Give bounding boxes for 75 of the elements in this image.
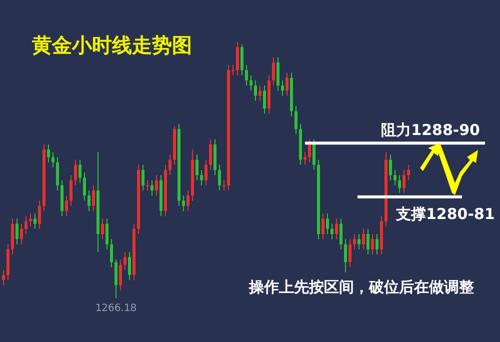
ref-line-label: 阻力1288-90 [381, 121, 480, 140]
candlestick [150, 180, 154, 196]
candlestick [20, 223, 23, 245]
candlestick [276, 56, 280, 92]
candlestick [142, 164, 144, 191]
candlestick [106, 218, 108, 250]
candlestick [407, 164, 410, 181]
candlestick [78, 159, 82, 184]
candlestick [389, 154, 392, 181]
candlestick [258, 85, 262, 102]
candlestick [92, 184, 95, 212]
candlestick [56, 156, 59, 191]
candlestick [376, 234, 378, 255]
candlestick [308, 138, 311, 163]
ref-line-label: 支撑1280-81 [395, 204, 495, 223]
candlestick [353, 234, 356, 250]
candlestick [236, 42, 239, 76]
candlestick [245, 64, 248, 86]
candlestick [110, 238, 113, 268]
annotation: 操作上先按区间，破位后在做调整 [248, 278, 474, 296]
candlestick [200, 170, 203, 186]
chart-title: 黄金小时线走势图 [31, 33, 192, 57]
candlestick [88, 190, 90, 212]
candlestick [366, 228, 370, 255]
candlestick [330, 223, 334, 240]
candlestick [358, 234, 360, 250]
candlestick [304, 152, 306, 166]
candlestick [52, 152, 54, 168]
annotation: 1266.18 [95, 303, 137, 314]
candlestick [371, 234, 374, 255]
candlestick [281, 80, 284, 96]
candlestick [16, 218, 18, 245]
candlestick [83, 172, 86, 202]
candlestick [272, 56, 275, 86]
candlestick [146, 180, 149, 191]
candlestick [394, 170, 396, 186]
candlestick [155, 174, 158, 196]
candlestick [196, 154, 198, 181]
candlestick [65, 195, 68, 217]
candlestick [362, 228, 365, 250]
candlestick [168, 154, 172, 176]
candlestick [29, 213, 32, 227]
candlestick [348, 238, 352, 268]
candlestick [286, 72, 288, 96]
candlestick [240, 44, 244, 76]
candlestick [128, 251, 131, 281]
candlestick [47, 144, 50, 163]
candlestick [326, 213, 329, 234]
candlestick [312, 138, 316, 170]
candlestick [340, 218, 342, 250]
candlestick [24, 216, 28, 234]
candlestick [254, 80, 257, 102]
candlestick [402, 170, 406, 194]
candlestick [2, 269, 5, 286]
candlestick [344, 238, 347, 273]
candlestick [294, 106, 298, 135]
candlestick [186, 190, 190, 212]
candlestick [182, 195, 185, 212]
candlestick [263, 85, 266, 114]
candlestick [222, 180, 226, 191]
candlestick [322, 213, 324, 240]
candlestick [119, 259, 122, 291]
candlestick [398, 174, 401, 194]
candlestick [250, 74, 252, 92]
candlestick [101, 218, 104, 240]
candlestick [70, 174, 72, 206]
candlestick [38, 200, 41, 230]
candlestick [34, 213, 36, 230]
candlestick [74, 159, 77, 186]
candlestick [114, 259, 118, 298]
candlestick [204, 159, 208, 186]
candlestick [218, 164, 221, 191]
candlestick [124, 251, 126, 270]
candlestick [209, 138, 212, 170]
candlestick [335, 218, 338, 240]
